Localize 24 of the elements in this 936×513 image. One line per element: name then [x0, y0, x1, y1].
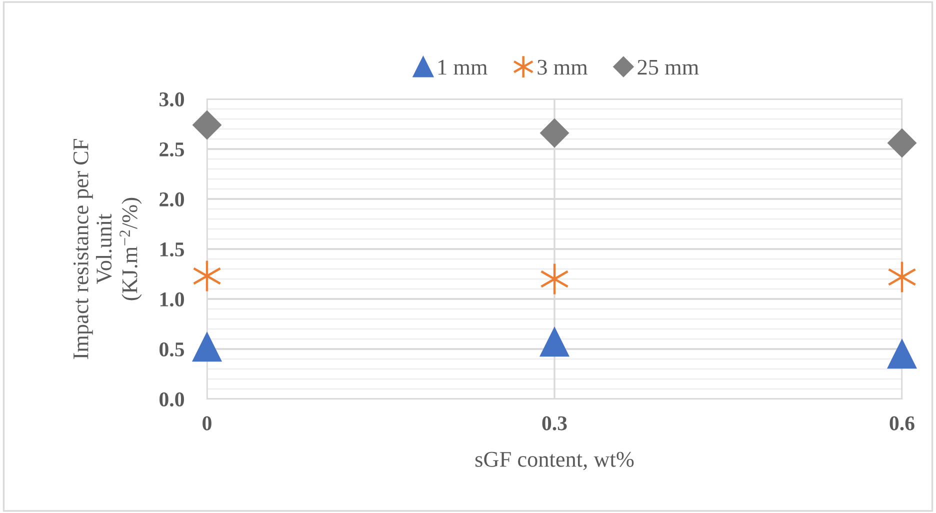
y-tick-label: 0.0 — [160, 392, 184, 407]
point — [887, 339, 917, 369]
y-tick-label: 2.0 — [160, 192, 184, 207]
point — [888, 260, 916, 294]
point — [192, 260, 222, 292]
point — [540, 327, 570, 357]
legend-label: 3 mm — [538, 60, 588, 75]
y-axis-title: Impact resistance per CF Vol.unit (KJ.m$^{−2}$/%) — [73, 139, 142, 359]
point — [540, 118, 569, 148]
x-tick-label: 0 — [202, 416, 212, 430]
point — [192, 332, 222, 362]
legend-label: 1 mm — [438, 60, 488, 75]
y-tick-label: 2.5 — [160, 142, 184, 157]
x-axis-title: sGF content, wt% — [475, 452, 634, 470]
x-tick-label: 0.3 — [542, 416, 567, 430]
x-tick-label: 0.6 — [890, 416, 914, 430]
point — [888, 128, 916, 158]
y-tick-label: 0.5 — [160, 342, 184, 357]
y-tick-label: 1.5 — [160, 242, 184, 257]
legend-label: 25 mm — [638, 60, 699, 75]
point — [540, 262, 569, 296]
y-tick-label: 1.0 — [160, 292, 184, 307]
y-tick-label: 3.0 — [160, 92, 184, 107]
point — [192, 110, 222, 140]
